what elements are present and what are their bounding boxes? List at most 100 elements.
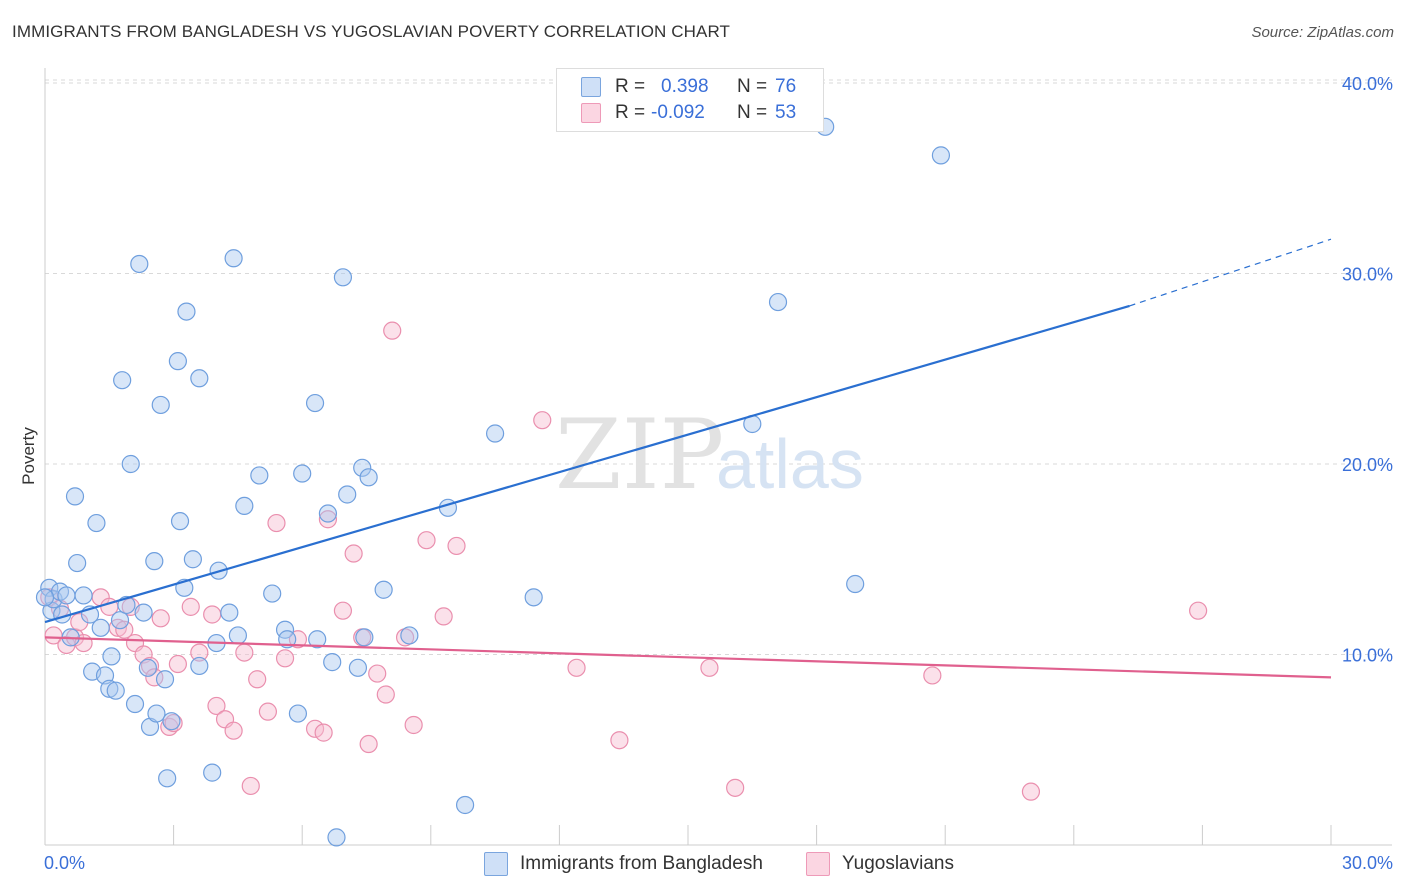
- legend-r-label: R =: [615, 102, 646, 123]
- point-bangladesh: [125, 694, 145, 714]
- legend-label-bangladesh: Immigrants from Bangladesh: [520, 853, 763, 874]
- point-yugoslavians: [258, 702, 278, 721]
- y-axis-label: Poverty: [19, 427, 38, 485]
- legend-r-value: 0.398: [661, 76, 709, 97]
- point-bangladesh: [305, 393, 325, 413]
- point-bangladesh: [250, 466, 269, 485]
- point-yugoslavians: [923, 666, 942, 685]
- point-yugoslavians: [447, 536, 466, 556]
- point-bangladesh: [110, 611, 130, 630]
- point-bangladesh: [168, 352, 187, 371]
- point-yugoslavians: [610, 731, 629, 750]
- point-bangladesh: [113, 371, 132, 390]
- point-bangladesh: [68, 553, 87, 573]
- point-bangladesh: [134, 603, 153, 622]
- series-bangladesh: [35, 117, 951, 847]
- point-yugoslavians: [318, 510, 338, 529]
- point-yugoslavians: [241, 776, 260, 796]
- legend-item-yugoslavians[interactable]: Yugoslavians: [806, 852, 954, 876]
- point-yugoslavians: [368, 664, 387, 683]
- point-yugoslavians: [344, 544, 363, 563]
- point-yugoslavians: [305, 719, 325, 738]
- legend-n-value: 53: [775, 102, 797, 123]
- point-bangladesh: [155, 670, 175, 689]
- point-bangladesh: [524, 588, 543, 607]
- point-bangladesh: [147, 704, 166, 723]
- point-bangladesh: [162, 712, 181, 731]
- point-bangladesh: [278, 630, 297, 649]
- point-bangladesh: [40, 578, 59, 597]
- y-tick-label: 40.0%: [1342, 74, 1393, 94]
- point-bangladesh: [931, 146, 951, 165]
- point-bangladesh: [486, 424, 505, 443]
- series-legend: Immigrants from Bangladesh Yugoslavians: [0, 852, 1406, 878]
- point-bangladesh: [158, 769, 177, 788]
- point-bangladesh: [138, 658, 157, 677]
- legend-n-label: N =: [737, 102, 768, 123]
- trend-lines: [44, 238, 1332, 679]
- point-bangladesh: [183, 550, 202, 569]
- point-bangladesh: [374, 580, 393, 599]
- point-bangladesh: [353, 458, 372, 477]
- legend-row-yugoslavians: R = -0.092 N = 53: [581, 102, 796, 124]
- legend-swatch-pink: [806, 852, 830, 876]
- point-bangladesh: [35, 588, 55, 607]
- watermark-zip: ZIP: [555, 399, 724, 511]
- legend-n-value: 76: [775, 76, 797, 97]
- legend-swatch-blue: [484, 852, 508, 876]
- point-bangladesh: [293, 464, 312, 483]
- point-bangladesh: [100, 679, 119, 698]
- source-label: Source: ZipAtlas.com: [1251, 24, 1394, 41]
- point-yugoslavians: [1189, 601, 1208, 620]
- grid-lines: [45, 79, 1392, 655]
- legend-label-yugoslavians: Yugoslavians: [842, 853, 954, 874]
- point-bangladesh: [190, 656, 209, 676]
- point-bangladesh: [400, 626, 419, 645]
- point-yugoslavians: [267, 513, 286, 533]
- trend-line-bangladesh: [44, 304, 1130, 624]
- y-tick-label: 20.0%: [1342, 455, 1393, 475]
- point-yugoslavians: [224, 721, 243, 740]
- point-yugoslavians: [1021, 782, 1041, 801]
- point-bangladesh: [846, 574, 865, 594]
- legend-row-bangladesh: R = 0.398 N = 76: [581, 76, 796, 98]
- point-bangladesh: [145, 552, 164, 571]
- legend-r-value: -0.092: [651, 102, 705, 123]
- point-yugoslavians: [190, 643, 209, 662]
- point-bangladesh: [318, 504, 338, 523]
- series-yugoslavians: [40, 321, 1208, 801]
- point-bangladesh: [224, 249, 243, 268]
- point-bangladesh: [87, 513, 106, 533]
- chart-title: IMMIGRANTS FROM BANGLADESH VS YUGOSLAVIA…: [12, 22, 731, 41]
- point-bangladesh: [348, 658, 368, 677]
- point-bangladesh: [65, 487, 85, 506]
- axes: [44, 68, 1392, 846]
- point-bangladesh: [190, 369, 209, 388]
- watermark-atlas: atlas: [716, 425, 864, 503]
- point-bangladesh: [130, 254, 149, 274]
- point-yugoslavians: [417, 531, 436, 550]
- point-bangladesh: [359, 468, 378, 487]
- legend-swatch-pink: [581, 103, 601, 123]
- point-yugoslavians: [203, 605, 222, 624]
- point-bangladesh: [203, 763, 222, 782]
- point-bangladesh: [288, 704, 308, 723]
- point-bangladesh: [338, 485, 357, 504]
- point-bangladesh: [170, 512, 190, 531]
- point-bangladesh: [74, 586, 93, 605]
- point-yugoslavians: [359, 734, 378, 754]
- point-bangladesh: [455, 795, 475, 815]
- legend-item-bangladesh[interactable]: Immigrants from Bangladesh: [484, 852, 763, 876]
- point-yugoslavians: [115, 620, 134, 639]
- legend-swatch-blue: [581, 77, 601, 97]
- trend-line-yugoslavians: [44, 636, 1332, 679]
- x-tick-labels: 0.0% 30.0%: [44, 853, 1393, 873]
- legend-r-label: R =: [615, 76, 646, 97]
- point-bangladesh: [263, 584, 282, 603]
- point-bangladesh: [106, 681, 125, 700]
- point-yugoslavians: [376, 685, 395, 704]
- point-bangladesh: [235, 496, 254, 516]
- point-yugoslavians: [168, 654, 187, 674]
- point-bangladesh: [768, 292, 788, 312]
